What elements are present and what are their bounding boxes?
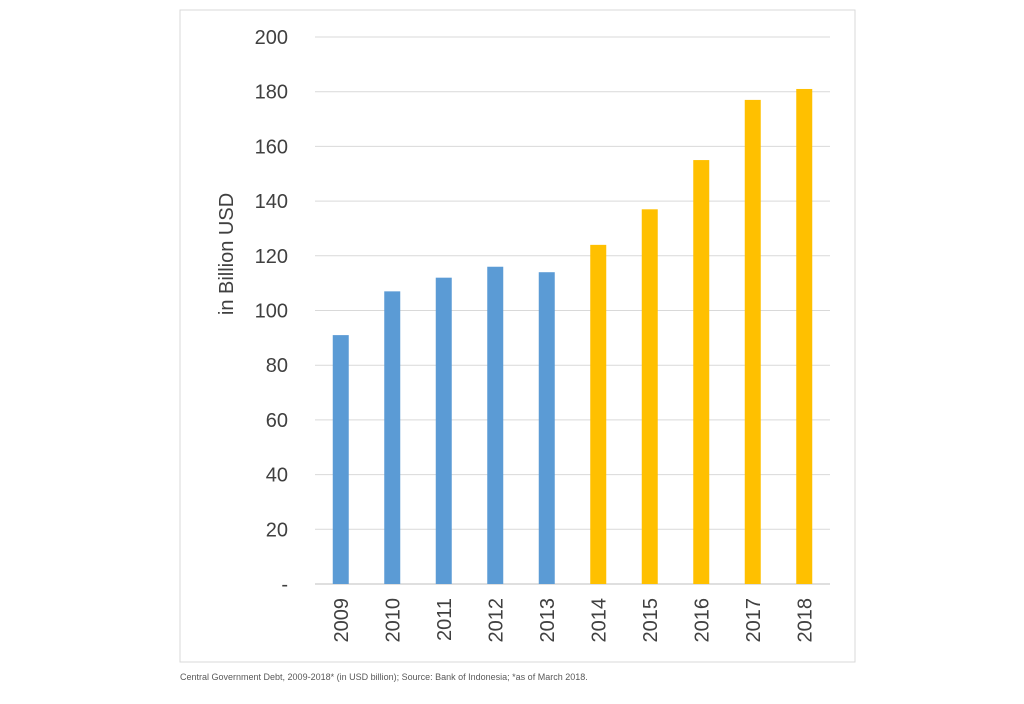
x-tick-label: 2009 <box>331 598 353 643</box>
chart-frame <box>179 9 856 663</box>
bar-2011 <box>435 277 452 584</box>
y-tick-label: 120 <box>255 246 288 268</box>
y-axis-label: in Billion USD <box>216 193 238 315</box>
bar-2016 <box>693 160 710 584</box>
bar-2018 <box>796 88 813 584</box>
y-tick-label: 40 <box>266 465 288 487</box>
x-tick-label: 2014 <box>588 598 610 643</box>
y-tick-label: 60 <box>266 410 288 432</box>
bars <box>332 88 813 585</box>
gridlines <box>315 36 830 585</box>
y-tick-label: 180 <box>255 82 288 104</box>
y-tick-label: 140 <box>255 191 288 213</box>
y-tick-label: 160 <box>255 136 288 158</box>
x-tick-label: 2017 <box>743 598 765 643</box>
x-tick-label: 2013 <box>537 598 559 643</box>
x-tick-label: 2011 <box>434 598 456 641</box>
chart-caption: Central Government Debt, 2009-2018* (in … <box>180 672 588 682</box>
x-axis-ticks: 2009 2010 2011 2012 2013 2014 2015 2016 2017 2018 <box>331 598 817 643</box>
y-tick-label: 80 <box>266 355 288 377</box>
bar-2014 <box>590 244 607 585</box>
y-axis-ticks: - 20 40 60 80 100 120 140 160 180 200 <box>255 27 288 596</box>
y-tick-label: - <box>281 574 288 596</box>
x-tick-label: 2012 <box>485 598 507 643</box>
x-tick-label: 2010 <box>382 598 404 643</box>
x-tick-label: 2016 <box>691 598 713 643</box>
bar-2013 <box>538 272 555 584</box>
bar-2010 <box>384 291 401 584</box>
x-tick-label: 2015 <box>640 598 662 643</box>
bar-2015 <box>641 209 658 584</box>
y-tick-label: 100 <box>255 301 288 323</box>
bar-2009 <box>332 335 349 584</box>
y-tick-label: 20 <box>266 519 288 541</box>
bar-2017 <box>744 99 761 584</box>
bar-2012 <box>487 266 504 584</box>
y-tick-label: 200 <box>255 27 288 49</box>
x-tick-label: 2018 <box>794 598 816 643</box>
